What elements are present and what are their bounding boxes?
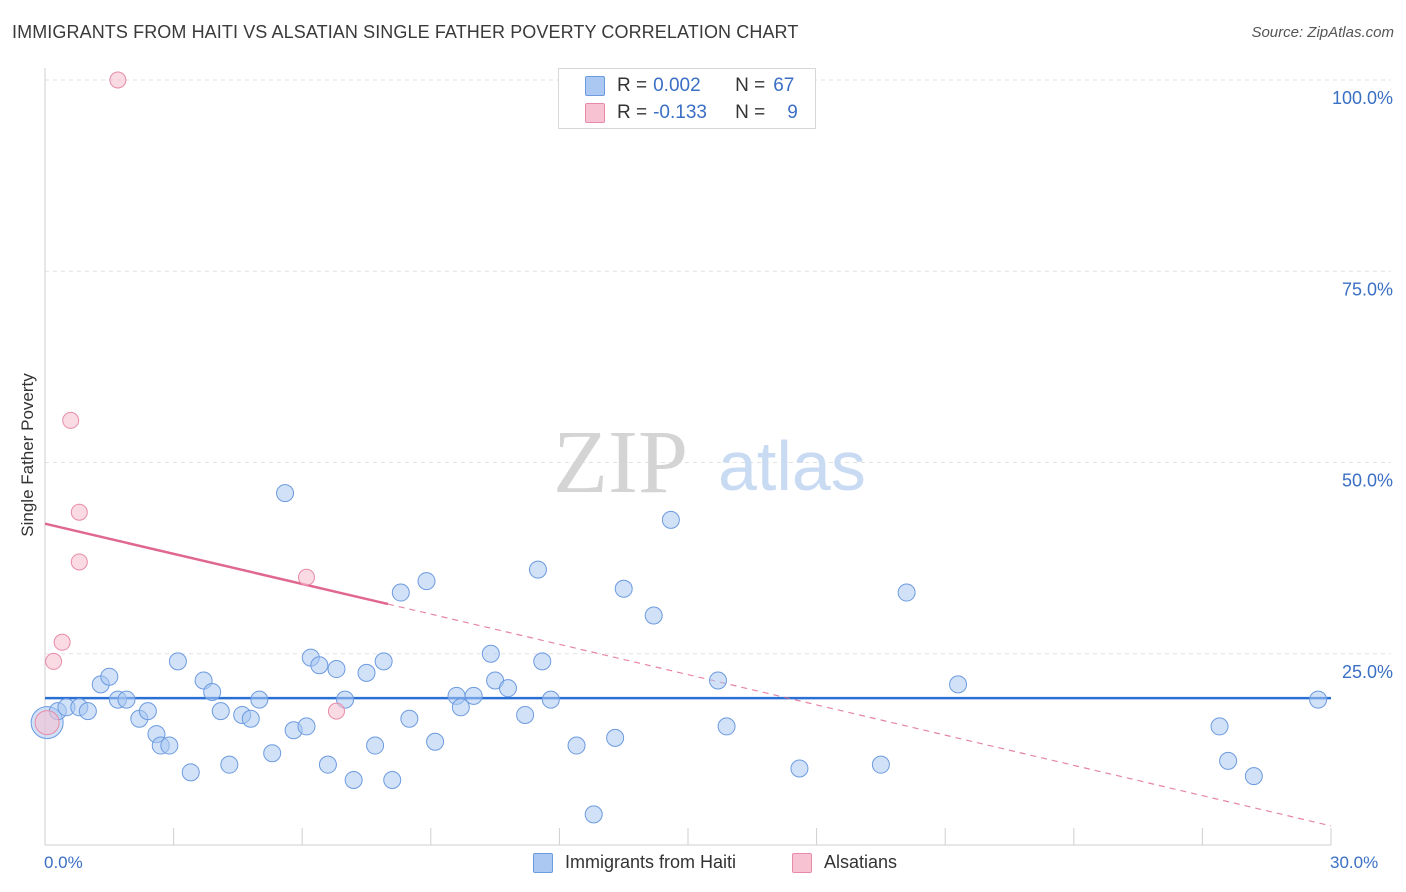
- watermark-atlas: atlas: [718, 427, 866, 505]
- legend-n-label: N =: [735, 102, 766, 123]
- legend-row-alsatians: R = -0.133 N = 9: [585, 101, 798, 125]
- point-haiti: [276, 484, 295, 503]
- point-haiti: [644, 606, 663, 625]
- data-points: [30, 71, 1328, 824]
- point-haiti: [541, 690, 560, 709]
- point-haiti: [374, 652, 393, 671]
- x-tick-label-max: 30.0%: [1330, 853, 1379, 872]
- y-tick-label: 50.0%: [1342, 471, 1393, 491]
- gridlines: [45, 79, 1391, 655]
- point-haiti: [606, 728, 625, 747]
- point-alsatians: [327, 702, 345, 720]
- point-haiti: [318, 755, 337, 774]
- point-haiti: [366, 736, 385, 755]
- point-haiti: [790, 759, 809, 778]
- point-haiti: [100, 667, 119, 686]
- legend-r-value: -0.133: [653, 102, 707, 123]
- point-haiti: [1309, 690, 1328, 709]
- point-haiti: [417, 572, 436, 591]
- legend-swatch-alsatians: [792, 852, 812, 873]
- point-haiti: [481, 644, 500, 663]
- point-alsatians: [53, 633, 71, 651]
- point-haiti: [614, 579, 633, 598]
- point-haiti: [220, 755, 239, 774]
- legend-r-label: R =: [617, 75, 648, 96]
- legend-r-value: 0.002: [653, 75, 701, 96]
- point-alsatians: [297, 568, 315, 586]
- point-haiti: [138, 702, 157, 721]
- point-haiti: [533, 652, 552, 671]
- point-haiti: [498, 679, 517, 698]
- point-haiti: [344, 770, 363, 789]
- legend-swatch-haiti: [585, 76, 605, 96]
- point-haiti: [357, 663, 376, 682]
- point-haiti: [310, 656, 329, 675]
- trend-line-alsatians-extension: [387, 603, 1332, 827]
- legend-n-value: 9: [787, 102, 798, 123]
- point-haiti: [297, 717, 316, 736]
- point-alsatians: [34, 710, 60, 736]
- legend-n-label: N =: [735, 75, 766, 96]
- watermark-zip: ZIP: [553, 413, 688, 512]
- point-haiti: [528, 560, 547, 579]
- y-tick-labels: 25.0% 50.0% 75.0% 100.0%: [1332, 88, 1393, 682]
- point-alsatians: [62, 411, 80, 429]
- point-haiti: [383, 770, 402, 789]
- trend-line-alsatians: [44, 522, 389, 606]
- point-haiti: [117, 690, 136, 709]
- point-haiti: [717, 717, 736, 736]
- point-haiti: [1210, 717, 1229, 736]
- point-haiti: [567, 736, 586, 755]
- watermark: ZIP atlas: [553, 413, 866, 512]
- point-alsatians: [45, 652, 63, 670]
- point-haiti: [1219, 751, 1238, 770]
- point-haiti: [203, 683, 222, 701]
- point-alsatians: [70, 553, 88, 571]
- legend-n-value: 67: [773, 75, 795, 96]
- point-haiti: [181, 763, 200, 782]
- point-haiti: [1244, 767, 1263, 786]
- legend-item-alsatians: Alsatians: [792, 852, 897, 873]
- legend-label-haiti: Immigrants from Haiti: [565, 852, 737, 872]
- point-alsatians: [70, 503, 88, 521]
- point-haiti: [516, 705, 535, 724]
- point-haiti: [391, 583, 410, 602]
- point-haiti: [168, 652, 187, 671]
- point-haiti: [327, 660, 346, 679]
- point-haiti: [451, 698, 470, 717]
- y-tick-label: 25.0%: [1342, 662, 1393, 682]
- point-haiti: [709, 671, 728, 690]
- point-alsatians: [109, 71, 127, 89]
- x-tick-label-min: 0.0%: [44, 853, 83, 872]
- legend-swatch-alsatians: [585, 103, 605, 123]
- legend-swatch-haiti: [533, 852, 553, 873]
- point-haiti: [897, 583, 916, 602]
- y-tick-label: 75.0%: [1342, 279, 1393, 299]
- chart-title: IMMIGRANTS FROM HAITI VS ALSATIAN SINGLE…: [12, 22, 799, 42]
- point-haiti: [211, 702, 230, 721]
- point-haiti: [241, 709, 260, 728]
- correlation-legend: R = 0.002 N = 67 R = -0.133 N = 9: [558, 68, 816, 129]
- axes: [44, 68, 1332, 846]
- point-haiti: [584, 805, 603, 824]
- point-haiti: [400, 709, 419, 728]
- point-haiti: [661, 510, 680, 529]
- point-haiti: [78, 702, 97, 721]
- legend-item-haiti: Immigrants from Haiti: [533, 852, 736, 873]
- point-haiti: [464, 686, 483, 705]
- y-tick-label: 100.0%: [1332, 88, 1393, 108]
- point-haiti: [426, 732, 445, 751]
- point-haiti: [949, 675, 968, 694]
- legend-row-haiti: R = 0.002 N = 67: [585, 74, 794, 98]
- point-haiti: [250, 690, 269, 709]
- point-haiti: [263, 744, 282, 763]
- point-haiti: [871, 755, 890, 774]
- source-label: Source: ZipAtlas.com: [1251, 24, 1394, 41]
- point-haiti: [160, 736, 179, 755]
- legend-label-alsatians: Alsatians: [824, 852, 898, 872]
- trend-lines: [44, 522, 1332, 827]
- legend-r-label: R =: [617, 102, 648, 123]
